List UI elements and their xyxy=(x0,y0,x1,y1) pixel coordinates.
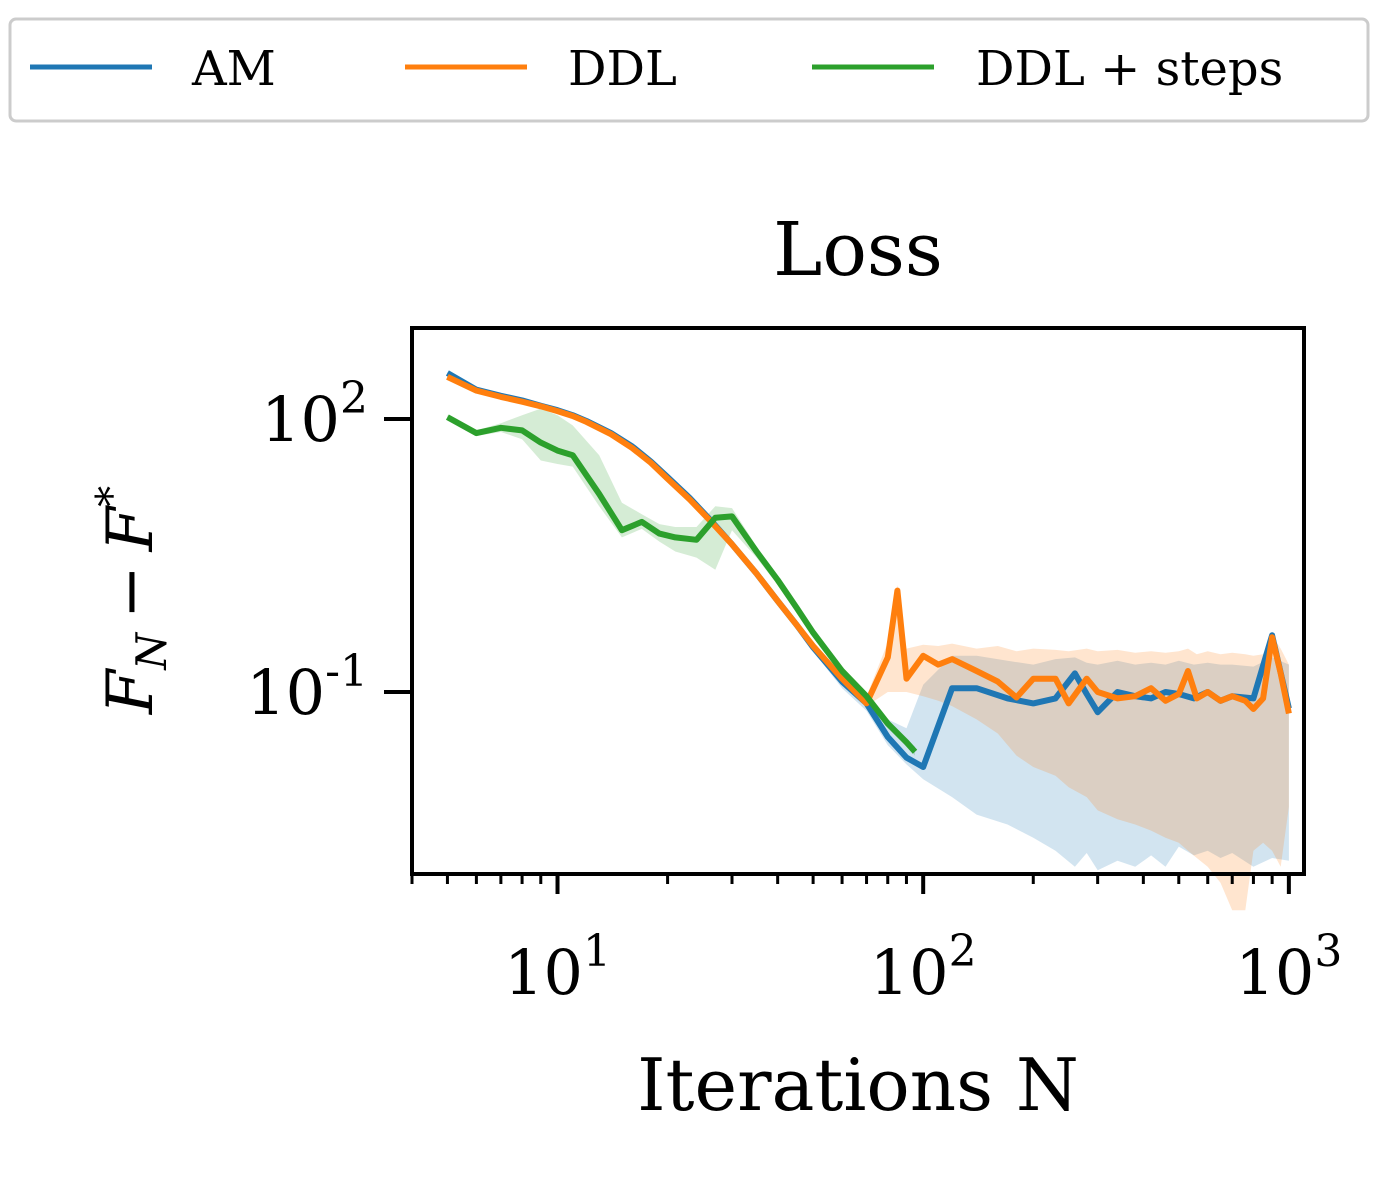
x-axis-ticks: 101 102 103 xyxy=(410,874,1342,1009)
y-label-sub: N xyxy=(127,632,176,671)
chart-title: Loss xyxy=(773,207,943,293)
band-am xyxy=(447,371,1289,871)
y-tick-label: 10-1 xyxy=(246,646,368,729)
band-ddl xyxy=(447,375,1289,911)
confidence-bands xyxy=(447,371,1289,911)
y-tick-label: 102 xyxy=(261,373,368,456)
legend: AM DDL DDL + steps xyxy=(8,17,1370,123)
y-label-sup: * xyxy=(87,486,136,507)
y-label-f2: F xyxy=(94,504,168,552)
series-lines xyxy=(445,370,1292,770)
legend-label-am: AM xyxy=(191,41,276,97)
x-tick-label: 103 xyxy=(1235,926,1342,1009)
legend-label-ddl-steps: DDL + steps xyxy=(976,41,1283,97)
x-tick-label: 102 xyxy=(870,926,977,1009)
plot-frame xyxy=(410,326,1306,876)
legend-label-ddl: DDL xyxy=(568,41,677,97)
x-tick-label: 101 xyxy=(504,926,611,1009)
line-ddl-steps xyxy=(445,414,918,754)
y-label-minus: − xyxy=(94,565,168,619)
band-ddl-steps xyxy=(447,408,915,756)
y-axis-label: FN−F* xyxy=(87,486,176,715)
y-axis-ticks: 102 10-1 xyxy=(246,373,412,729)
line-ddl xyxy=(446,374,1292,715)
y-label-f1: F xyxy=(94,667,168,715)
x-axis-label: Iterations N xyxy=(637,1043,1079,1127)
legend-frame xyxy=(8,17,1370,123)
